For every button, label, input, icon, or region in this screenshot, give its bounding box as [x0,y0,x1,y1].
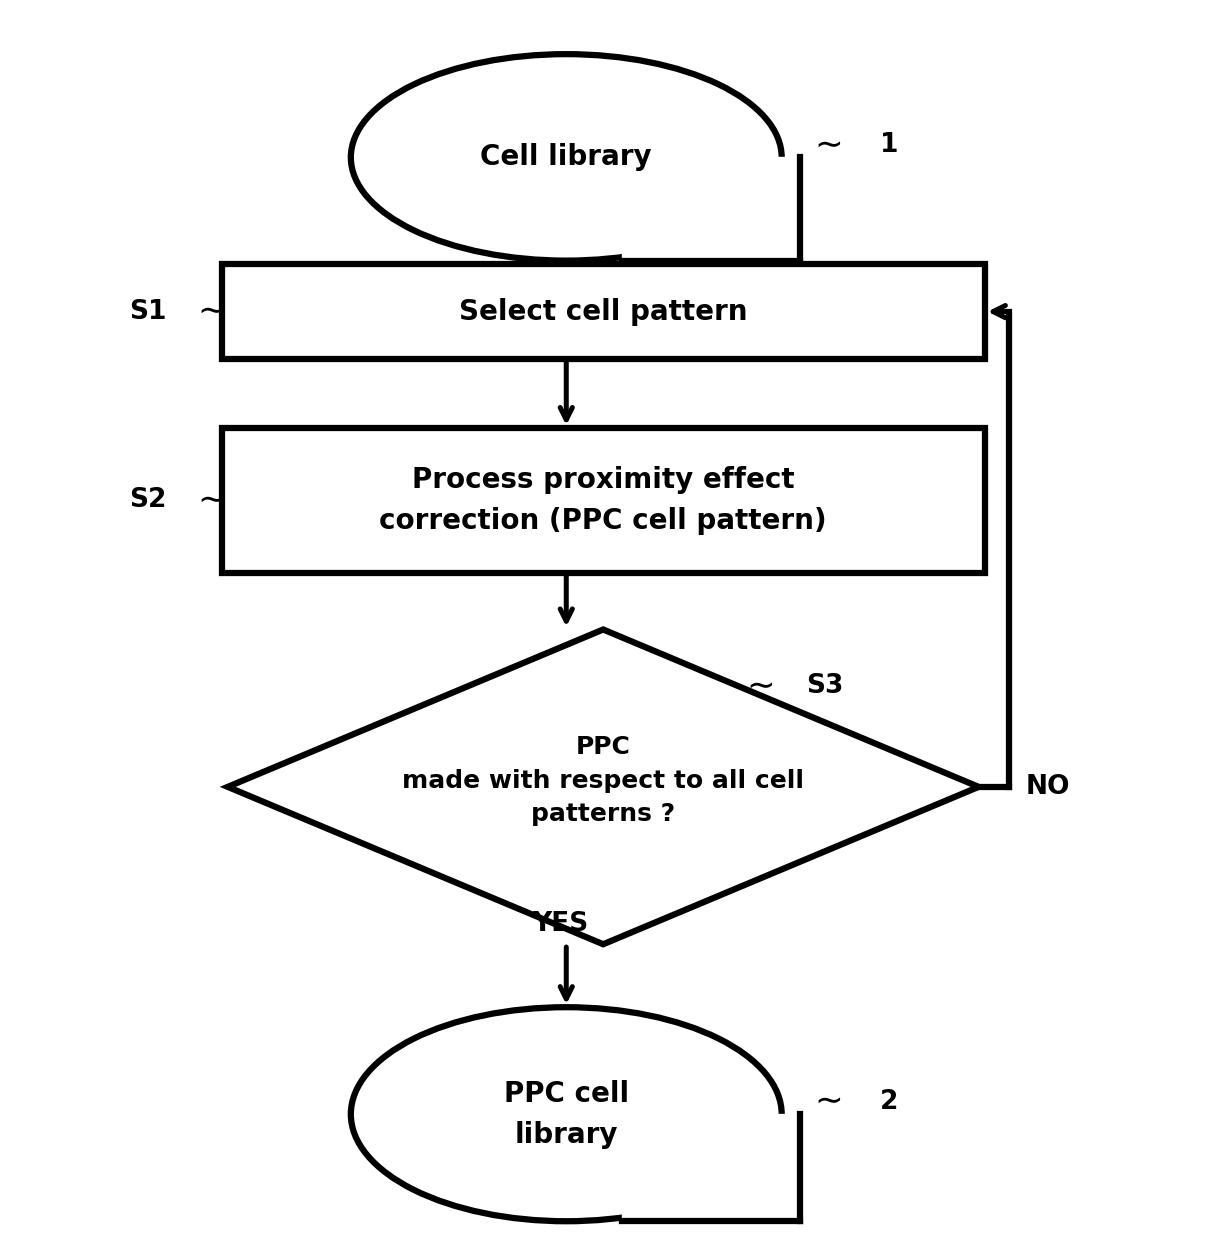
Text: NO: NO [1025,774,1070,799]
FancyBboxPatch shape [222,264,985,359]
Text: 2: 2 [880,1089,899,1114]
Text: 1: 1 [880,132,899,157]
Polygon shape [622,157,800,261]
Text: ∼: ∼ [747,670,776,703]
Text: ∼: ∼ [197,483,225,517]
Text: Cell library: Cell library [480,144,652,171]
Text: PPC cell
library: PPC cell library [503,1080,629,1148]
Text: PPC
made with respect to all cell
patterns ?: PPC made with respect to all cell patter… [403,735,804,826]
Text: S3: S3 [806,674,843,699]
Text: ∼: ∼ [197,295,225,329]
Polygon shape [228,630,979,944]
Text: ∼: ∼ [815,128,843,161]
Polygon shape [622,1114,800,1221]
Text: YES: YES [532,910,588,937]
Ellipse shape [351,54,782,261]
Text: Select cell pattern: Select cell pattern [459,297,747,326]
Text: S2: S2 [129,487,166,514]
Ellipse shape [351,1007,782,1221]
Text: Process proximity effect
correction (PPC cell pattern): Process proximity effect correction (PPC… [379,466,827,535]
Text: ∼: ∼ [815,1085,843,1118]
Text: S1: S1 [129,298,166,325]
FancyBboxPatch shape [222,428,985,573]
